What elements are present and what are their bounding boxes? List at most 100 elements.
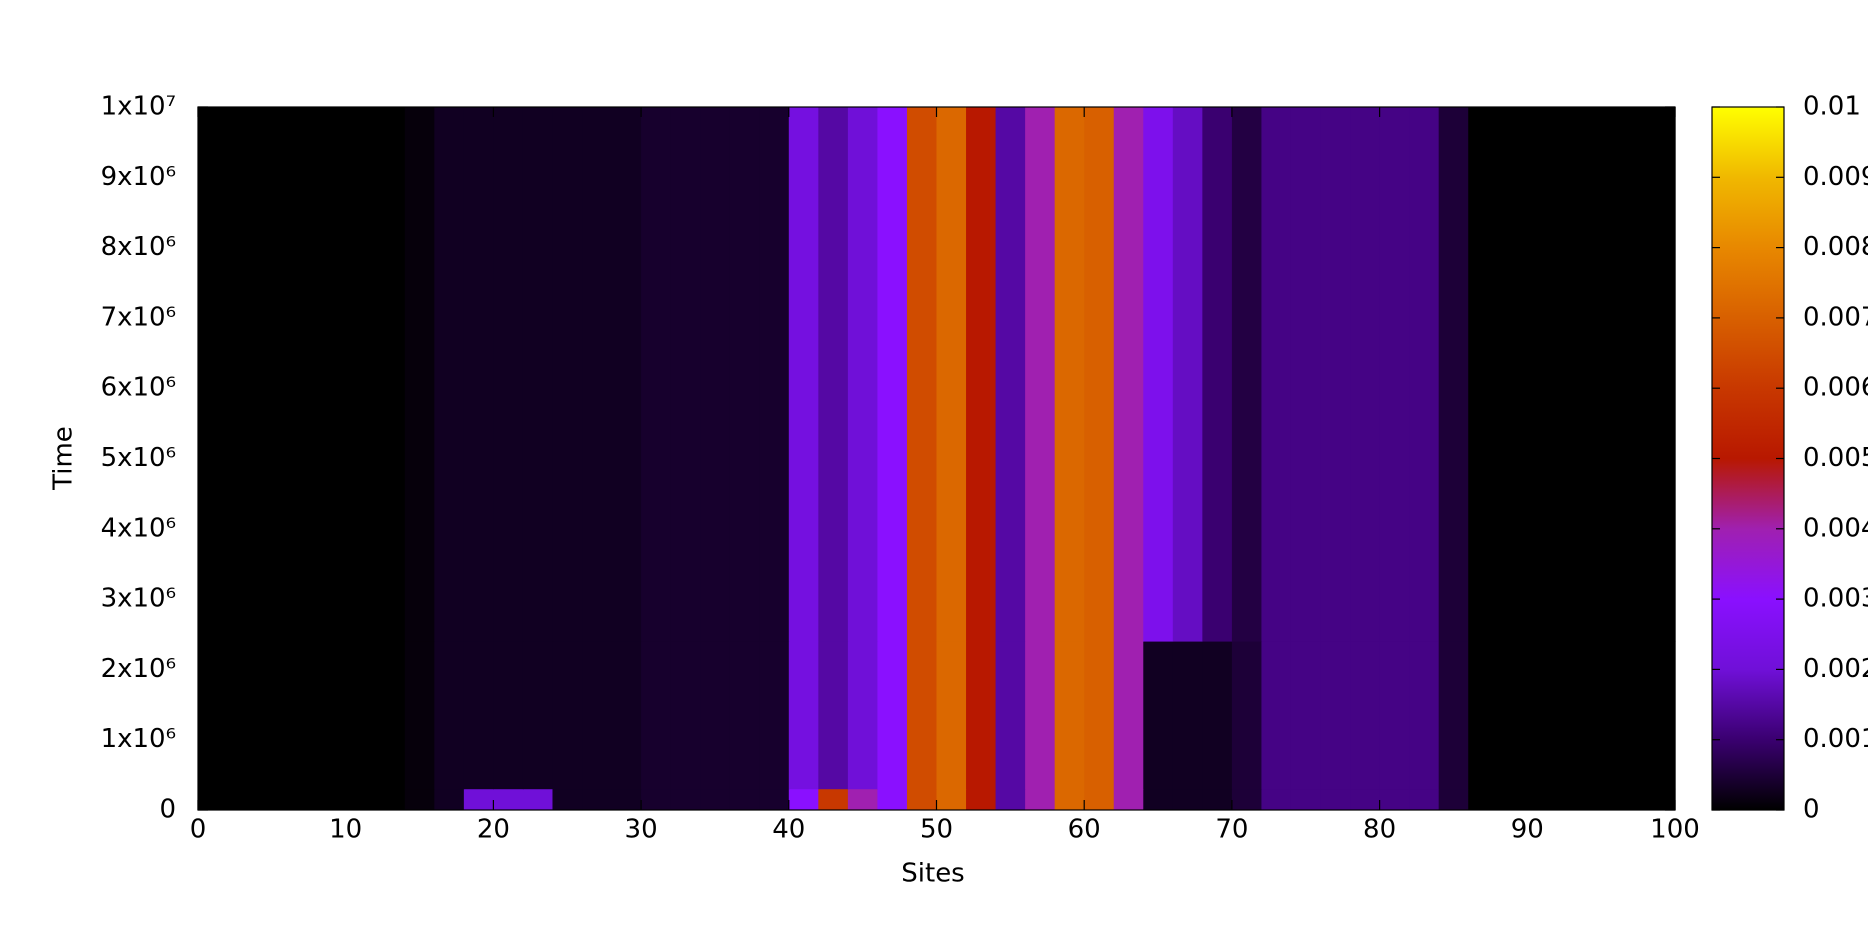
heat-cell — [788, 107, 819, 642]
colorbar-tick-label: 0.006 — [1803, 373, 1868, 403]
x-tick-label: 100 — [1650, 815, 1700, 845]
heat-cell — [582, 641, 613, 790]
heat-cell — [1350, 107, 1381, 642]
heat-cell — [493, 107, 524, 642]
y-tick-label: 4x10⁶ — [101, 513, 176, 543]
heat-cell — [345, 641, 376, 790]
heat-cell — [1231, 641, 1263, 790]
heat-cell — [641, 788, 672, 811]
heat-cell — [1025, 641, 1056, 790]
heat-cell — [1054, 107, 1085, 642]
heat-cell — [1143, 788, 1174, 811]
colorbar-tick-label: 0.001 — [1803, 724, 1868, 754]
heat-cell — [847, 788, 879, 811]
y-tick-label: 2x10⁶ — [101, 654, 176, 684]
heat-cell — [522, 788, 554, 811]
heat-cell — [493, 788, 524, 811]
heat-cell — [1261, 641, 1292, 790]
heat-cell — [906, 788, 938, 811]
colorbar-tick-label: 0 — [1803, 795, 1820, 825]
heat-cell — [1527, 107, 1558, 642]
heat-cell — [552, 107, 583, 642]
heat-cell — [404, 641, 435, 790]
heat-cell — [1290, 788, 1322, 811]
heat-cell — [1586, 641, 1617, 790]
heat-cell — [1586, 107, 1617, 642]
heat-cell — [434, 641, 465, 790]
heat-cell — [700, 107, 731, 642]
colorbar-tick-label: 0.007 — [1803, 302, 1868, 332]
heat-cell — [818, 107, 849, 642]
heat-cell — [1261, 788, 1292, 811]
heat-cell — [198, 107, 229, 642]
heat-cell — [1556, 641, 1587, 790]
heat-cell — [1143, 107, 1174, 642]
heat-cell — [936, 107, 967, 642]
heat-cell — [1202, 107, 1233, 642]
heat-cell — [582, 107, 613, 642]
heat-cell — [1409, 107, 1440, 642]
x-tick-label: 90 — [1511, 815, 1544, 845]
heat-cell — [1231, 788, 1263, 811]
heat-cell — [847, 641, 879, 790]
heat-cell — [877, 788, 908, 811]
heat-cell — [434, 107, 465, 642]
colorbar-tick-label: 0.009 — [1803, 162, 1868, 192]
y-tick-label: 6x10⁶ — [101, 373, 176, 403]
heat-cell — [1025, 107, 1056, 642]
heat-cell — [522, 107, 554, 642]
heat-cell — [345, 788, 376, 811]
heat-cell — [1113, 788, 1144, 811]
heat-cell — [700, 641, 731, 790]
heat-cell — [1645, 107, 1676, 642]
y-tick-label: 8x10⁶ — [101, 232, 176, 262]
heat-cell — [877, 641, 908, 790]
heat-cell — [936, 641, 967, 790]
heat-cell — [434, 788, 465, 811]
y-tick-label: 3x10⁶ — [101, 584, 176, 614]
heat-cell — [1350, 788, 1381, 811]
heat-cell — [611, 641, 642, 790]
heat-cell — [759, 107, 790, 642]
heat-cell — [1320, 788, 1351, 811]
heat-cell — [788, 788, 819, 811]
heat-cell — [375, 107, 406, 642]
heat-cell — [1556, 107, 1587, 642]
heat-cell — [1586, 788, 1617, 811]
heat-cell — [641, 107, 672, 642]
heat-cell — [1438, 788, 1469, 811]
heat-cell — [552, 641, 583, 790]
x-tick-label: 0 — [190, 815, 207, 845]
heat-cell — [906, 641, 938, 790]
colorbar-tick-label: 0.003 — [1803, 584, 1868, 614]
colorbar-tick-label: 0.002 — [1803, 654, 1868, 684]
colorbar-tick-label: 0.01 — [1803, 92, 1861, 122]
heat-cell — [286, 641, 317, 790]
y-tick-label: 7x10⁶ — [101, 302, 176, 332]
y-tick-label: 1x10⁶ — [101, 724, 176, 754]
heat-cell — [1202, 641, 1233, 790]
heat-cell — [227, 107, 258, 642]
heat-cell — [463, 788, 494, 811]
heat-cell — [1438, 107, 1469, 642]
heat-cell — [611, 107, 642, 642]
x-tick-label: 70 — [1215, 815, 1248, 845]
heat-cell — [1409, 788, 1440, 811]
heat-cell — [1350, 641, 1381, 790]
heat-cell — [286, 788, 317, 811]
heat-cell — [1379, 788, 1410, 811]
heat-cell — [582, 788, 613, 811]
heat-cell — [818, 788, 849, 811]
heat-cell — [670, 107, 701, 642]
heat-cell — [1497, 788, 1528, 811]
x-tick-label: 10 — [329, 815, 362, 845]
heat-cell — [257, 788, 288, 811]
x-tick-label: 30 — [625, 815, 658, 845]
heat-cell — [198, 641, 229, 790]
heat-cell — [995, 641, 1026, 790]
heat-cell — [316, 641, 347, 790]
heat-cell — [1172, 788, 1203, 811]
colorbar-tick-label: 0.004 — [1803, 513, 1868, 543]
